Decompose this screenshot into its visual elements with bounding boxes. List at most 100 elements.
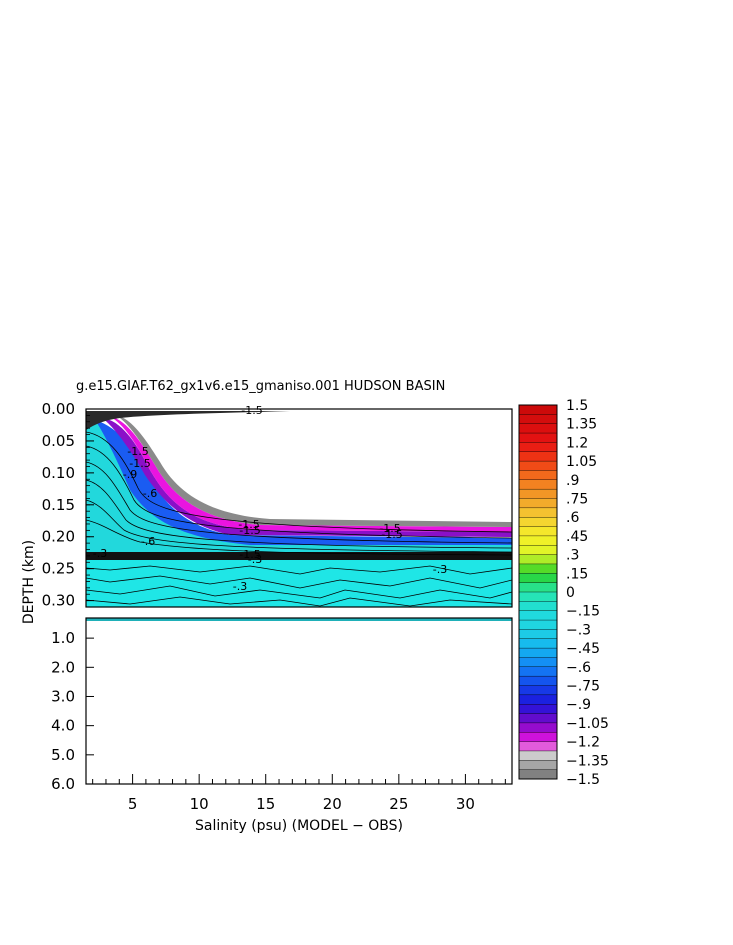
colorbar-band — [518, 404, 558, 415]
colorbar-band — [518, 760, 558, 771]
colorbar-label: 1.5 — [566, 398, 588, 414]
x-axis-label: Salinity (psu) (MODEL − OBS) — [195, 818, 403, 834]
colorbar-label: 0 — [566, 585, 575, 601]
upper-panel — [86, 409, 512, 607]
colorbar-label: 1.35 — [566, 417, 597, 433]
contour-label: -1.5 — [239, 524, 260, 537]
x-tick-label: 20 — [323, 795, 342, 813]
contour-label: -.3 — [93, 547, 107, 560]
colorbar-band — [518, 563, 558, 574]
contour-label: -1.5 — [238, 518, 259, 531]
colorbar-label: −.45 — [566, 641, 600, 657]
x-tick-label: 5 — [128, 795, 138, 813]
contour-label: -.3 — [248, 553, 262, 566]
upper-panel-frame — [85, 408, 513, 608]
y-tick-label-upper: 0.05 — [42, 432, 75, 450]
colorbar-band — [518, 666, 558, 677]
colorbar-band — [518, 498, 558, 509]
colorbar-band — [518, 526, 558, 537]
deep-cyan-layer — [86, 560, 512, 607]
contour-label: -1.5 — [241, 404, 262, 417]
colorbar-label: −.3 — [566, 622, 591, 638]
colorbar-band — [518, 722, 558, 733]
x-tick-label: 10 — [190, 795, 209, 813]
axes: 5 10 15 20 25 30 0.00 0.05 0.10 0.15 0.20 0.25 0.30 1… — [42, 400, 506, 813]
lower-panel-top-band — [86, 618, 512, 621]
colorbar-band — [518, 610, 558, 621]
colorbar-label: .6 — [566, 510, 579, 526]
surface-band — [86, 411, 290, 430]
colorbar-band — [518, 713, 558, 724]
colorbar-band — [518, 573, 558, 584]
y-tick-label-lower: 4.0 — [51, 717, 75, 735]
colorbar-band — [518, 657, 558, 668]
contour-label: -.3 — [233, 580, 247, 593]
y-axis-label: DEPTH (km) — [21, 540, 37, 624]
colorbar-band — [518, 769, 558, 780]
colorbar-band — [518, 517, 558, 528]
colorbar-band — [518, 470, 558, 481]
colorbar-label: .15 — [566, 566, 588, 582]
contour-label: -.3 — [433, 563, 447, 576]
colorbar-band — [518, 647, 558, 658]
colorbar-band — [518, 423, 558, 434]
y-tick-label-lower: 2.0 — [51, 658, 75, 676]
colorbar-band — [518, 601, 558, 612]
colorbar: 1.5 1.35 1.2 1.05 .9 .75 .6 .45 .3 .15 0 −.15 −.3 −.4… — [518, 398, 609, 788]
y-tick-label-lower: 3.0 — [51, 687, 75, 705]
colorbar-band — [518, 545, 558, 556]
colorbar-band — [518, 619, 558, 630]
contour-label: -.6 — [141, 535, 155, 548]
colorbar-label: 1.05 — [566, 454, 597, 470]
lower-panel — [86, 618, 512, 784]
x-tick-label: 25 — [389, 795, 408, 813]
y-tick-label-lower: 1.0 — [51, 629, 75, 647]
cyan-field — [86, 420, 512, 560]
lower-panel-frame — [85, 617, 513, 785]
contour-label: -1.5 — [381, 528, 402, 541]
y-tick-label-upper: 0.00 — [42, 400, 75, 418]
x-tick-label: 15 — [256, 795, 275, 813]
colorbar-band — [518, 675, 558, 687]
y-tick-label-upper: 0.10 — [42, 464, 75, 482]
colorbar-band — [518, 750, 558, 761]
colorbar-band — [518, 694, 558, 705]
colorbar-label: .3 — [566, 548, 579, 564]
colorbar-label: 1.2 — [566, 435, 588, 451]
colorbar-band — [518, 451, 558, 462]
colorbar-label: −.9 — [566, 697, 591, 713]
colorbar-band — [518, 507, 558, 518]
colorbar-band — [518, 432, 558, 443]
contour-label: -1.5 — [379, 522, 400, 535]
colorbar-band — [518, 685, 558, 696]
colorbar-label: −.15 — [566, 604, 600, 620]
colorbar-label: .9 — [566, 473, 579, 489]
contour-lines — [86, 431, 512, 607]
y-tick-label-lower: 6.0 — [51, 775, 75, 793]
y-tick-label-upper: 0.25 — [42, 560, 75, 578]
contour-label: -.9 — [123, 468, 137, 481]
colorbar-band — [518, 479, 558, 490]
y-tick-label-upper: 0.20 — [42, 528, 75, 546]
colorbar-band — [518, 535, 558, 546]
colorbar-band — [518, 741, 558, 752]
colorbar-label: −1.05 — [566, 716, 609, 732]
colorbar-label: −1.2 — [566, 735, 600, 751]
colorbar-band — [518, 629, 558, 640]
x-tick-label: 30 — [456, 795, 475, 813]
colorbar-band — [518, 442, 558, 453]
colorbar-band — [518, 460, 558, 471]
colorbar-band — [518, 704, 558, 715]
colorbar-band — [518, 582, 558, 593]
colorbar-label: −1.5 — [566, 772, 600, 788]
contour-label: -1.5 — [129, 457, 150, 470]
colorbar-band — [518, 554, 558, 565]
colorbar-band — [518, 732, 558, 743]
chart-title: g.e15.GIAF.T62_gx1v6.e15_gmaniso.001 HUD… — [76, 379, 445, 394]
contour-label: -.6 — [143, 487, 157, 500]
contour-label: -1.5 — [127, 445, 148, 458]
colorbar-frame — [518, 404, 558, 780]
y-tick-label-upper: 0.30 — [42, 592, 75, 610]
lower-panel-background — [86, 618, 512, 784]
